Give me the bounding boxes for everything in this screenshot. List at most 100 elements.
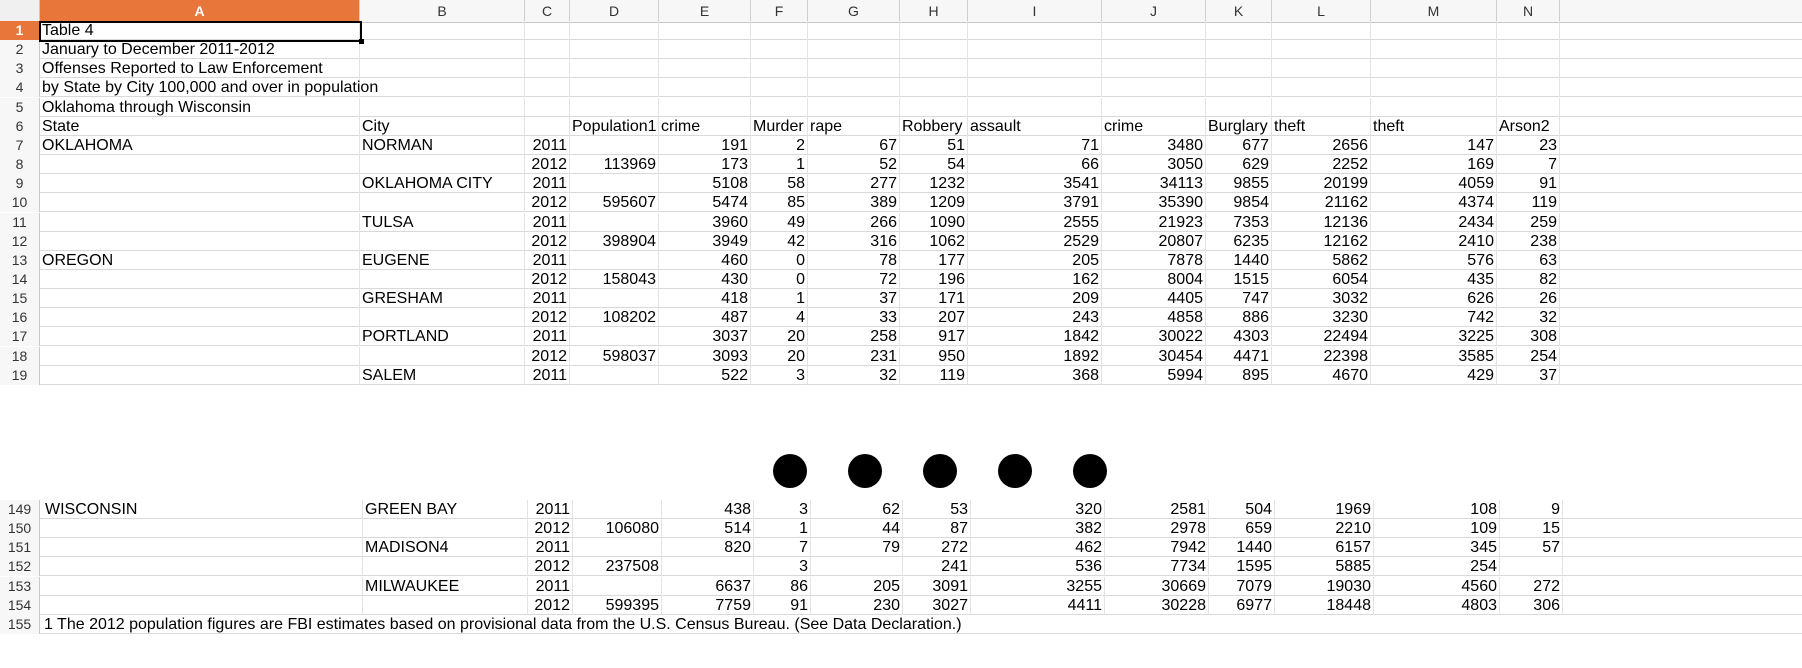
row-number[interactable]: 2	[0, 40, 40, 60]
cell-f18[interactable]: 20	[751, 346, 808, 366]
cell-i3[interactable]	[968, 59, 1102, 79]
cell-f17[interactable]: 20	[751, 327, 808, 347]
cell-b12[interactable]	[360, 231, 525, 251]
cell-j9[interactable]: 34113	[1102, 174, 1206, 194]
cell-g12[interactable]: 316	[808, 231, 900, 251]
cell-e3[interactable]	[659, 59, 751, 79]
cell-c7[interactable]: 2011	[525, 135, 570, 155]
cell-c16[interactable]: 2012	[525, 308, 570, 328]
cell-h5[interactable]	[900, 97, 968, 117]
cell-j10[interactable]: 35390	[1102, 193, 1206, 213]
cell-m5[interactable]	[1371, 97, 1497, 117]
cell-l154[interactable]: 18448	[1275, 595, 1374, 615]
cell-i14[interactable]: 162	[968, 269, 1102, 289]
cell-l7[interactable]: 2656	[1272, 135, 1371, 155]
cell-i18[interactable]: 1892	[968, 346, 1102, 366]
cell-f7[interactable]: 2	[751, 135, 808, 155]
cell-b2[interactable]	[360, 40, 525, 60]
cell-j152[interactable]: 7734	[1105, 557, 1209, 577]
cell-f152[interactable]: 3	[754, 557, 811, 577]
cell-m154[interactable]: 4803	[1374, 595, 1500, 615]
cell-e16[interactable]: 487	[659, 308, 751, 328]
cell-c19[interactable]: 2011	[525, 365, 570, 385]
cell-h3[interactable]	[900, 59, 968, 79]
cell-k10[interactable]: 9854	[1206, 193, 1272, 213]
cell-l151[interactable]: 6157	[1275, 538, 1374, 558]
cell-c6[interactable]	[525, 116, 570, 136]
cell-c151[interactable]: 2011	[528, 538, 573, 558]
cell-i17[interactable]: 1842	[968, 327, 1102, 347]
cell-n10[interactable]: 119	[1497, 193, 1560, 213]
cell-e15[interactable]: 418	[659, 289, 751, 309]
cell-a154[interactable]	[43, 595, 363, 615]
cell-d18[interactable]: 598037	[570, 346, 659, 366]
cell-c11[interactable]: 2011	[525, 212, 570, 232]
cell-l11[interactable]: 12136	[1272, 212, 1371, 232]
cell-d10[interactable]: 595607	[570, 193, 659, 213]
cell-f12[interactable]: 42	[751, 231, 808, 251]
cell-j6[interactable]: crime	[1102, 116, 1206, 136]
cell-h149[interactable]: 53	[903, 500, 971, 519]
cell-m7[interactable]: 147	[1371, 135, 1497, 155]
cell-h16[interactable]: 207	[900, 308, 968, 328]
cell-f2[interactable]	[751, 40, 808, 60]
cell-d2[interactable]	[570, 40, 659, 60]
cell-k12[interactable]: 6235	[1206, 231, 1272, 251]
cell-g3[interactable]	[808, 59, 900, 79]
cell-f3[interactable]	[751, 59, 808, 79]
row-number[interactable]: 18	[0, 346, 40, 366]
cell-a18[interactable]	[40, 346, 360, 366]
column-header-e[interactable]: E	[659, 0, 751, 22]
cell-g10[interactable]: 389	[808, 193, 900, 213]
cell-h12[interactable]: 1062	[900, 231, 968, 251]
cell-c152[interactable]: 2012	[528, 557, 573, 577]
cell-j1[interactable]	[1102, 21, 1206, 40]
cell-a7[interactable]: OKLAHOMA	[40, 135, 360, 155]
cell-d13[interactable]	[570, 250, 659, 270]
cell-b19[interactable]: SALEM	[360, 365, 525, 385]
cell-h1[interactable]	[900, 21, 968, 40]
cell-m16[interactable]: 742	[1371, 308, 1497, 328]
cell-h7[interactable]: 51	[900, 135, 968, 155]
cell-a153[interactable]	[43, 576, 363, 596]
cell-n3[interactable]	[1497, 59, 1560, 79]
cell-l1[interactable]	[1272, 21, 1371, 40]
cell-d9[interactable]	[570, 174, 659, 194]
cell-j149[interactable]: 2581	[1105, 500, 1209, 519]
column-header-i[interactable]: I	[968, 0, 1102, 22]
cell-j3[interactable]	[1102, 59, 1206, 79]
cell-f1[interactable]	[751, 21, 808, 40]
cell-k4[interactable]	[1206, 78, 1272, 98]
cell-c154[interactable]: 2012	[528, 595, 573, 615]
cell-e149[interactable]: 438	[662, 500, 754, 519]
cell-g4[interactable]	[808, 78, 900, 98]
row-number[interactable]: 17	[0, 327, 40, 347]
cell-m4[interactable]	[1371, 78, 1497, 98]
cell-f14[interactable]: 0	[751, 269, 808, 289]
cell-b1[interactable]	[360, 21, 525, 40]
cell-c2[interactable]	[525, 40, 570, 60]
cell-i4[interactable]	[968, 78, 1102, 98]
cell-i5[interactable]	[968, 97, 1102, 117]
cell-g19[interactable]: 32	[808, 365, 900, 385]
column-header-b[interactable]: B	[360, 0, 525, 22]
cell-e7[interactable]: 191	[659, 135, 751, 155]
cell-a11[interactable]	[40, 212, 360, 232]
cell-n2[interactable]	[1497, 40, 1560, 60]
footnote-text[interactable]: 1 The 2012 population figures are FBI es…	[44, 615, 962, 633]
cell-m150[interactable]: 109	[1374, 519, 1500, 539]
cell-b5[interactable]	[360, 97, 525, 117]
cell-d1[interactable]	[570, 21, 659, 40]
cell-i13[interactable]: 205	[968, 250, 1102, 270]
cell-l2[interactable]	[1272, 40, 1371, 60]
cell-j150[interactable]: 2978	[1105, 519, 1209, 539]
cell-e18[interactable]: 3093	[659, 346, 751, 366]
cell-j16[interactable]: 4858	[1102, 308, 1206, 328]
cell-g11[interactable]: 266	[808, 212, 900, 232]
cell-f9[interactable]: 58	[751, 174, 808, 194]
cell-n151[interactable]: 57	[1500, 538, 1563, 558]
cell-g15[interactable]: 37	[808, 289, 900, 309]
row-number[interactable]: 153	[0, 576, 40, 596]
column-header-j[interactable]: J	[1102, 0, 1206, 22]
cell-n8[interactable]: 7	[1497, 155, 1560, 175]
